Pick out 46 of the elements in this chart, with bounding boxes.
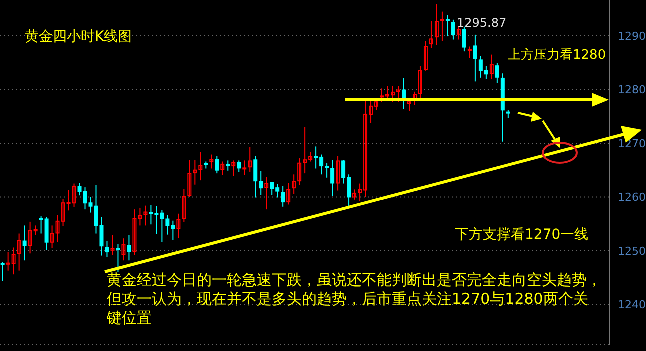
candlestick xyxy=(122,238,126,262)
y-tick-label: 1250 xyxy=(618,244,646,258)
y-tick-label: 1290 xyxy=(618,30,646,43)
candlestick xyxy=(176,213,181,239)
candlestick xyxy=(182,188,186,223)
candlestick xyxy=(232,160,236,177)
candlestick xyxy=(237,160,242,173)
candlestick xyxy=(215,156,220,174)
candlestick xyxy=(242,160,247,176)
candlestick xyxy=(50,225,54,249)
candlestick xyxy=(412,91,417,106)
candlestick xyxy=(22,225,27,262)
y-tick-label: 1240 xyxy=(618,298,646,312)
annotation: 1295.87 xyxy=(457,16,507,30)
candlestick xyxy=(424,40,428,72)
candlestick xyxy=(110,234,115,256)
candlestick xyxy=(490,54,494,80)
candlestick xyxy=(220,161,225,176)
candlestick xyxy=(127,234,132,262)
candlestick xyxy=(17,233,22,272)
candlestick xyxy=(116,244,120,273)
candlestick xyxy=(281,186,286,208)
annotation: 下方支撑看1270一线 xyxy=(455,226,589,244)
annotation: 上方压力看1280 xyxy=(508,47,606,64)
candlestick xyxy=(468,46,472,59)
candlestick xyxy=(210,154,214,170)
candlestick xyxy=(0,262,5,282)
candlestick xyxy=(336,156,340,192)
candlestick xyxy=(446,14,450,38)
y-tick-label: 1280 xyxy=(618,84,646,97)
candlestick xyxy=(495,62,500,84)
candlestick xyxy=(456,26,461,40)
candlestick xyxy=(462,26,466,52)
candlestick xyxy=(330,160,335,197)
candlestick xyxy=(286,182,291,206)
candlestick xyxy=(473,34,478,82)
text: 黄金四小时K线图 xyxy=(25,28,132,46)
candlestick xyxy=(264,176,269,210)
candlestick xyxy=(451,19,456,40)
annotation: 黄金经过今日的一轮急速下跌，虽说还不能判断出是否完全走向空头趋势，但攻一认为，现在并不是多头的趋势，后市重点关注1270与1280两个关键位置 xyxy=(107,271,602,328)
candlestick xyxy=(429,20,434,49)
candlestick xyxy=(105,240,110,258)
candlestick xyxy=(418,66,422,100)
y-tick-label: 1260 xyxy=(618,191,646,204)
candlestick xyxy=(226,160,230,172)
candlestick xyxy=(248,146,252,172)
